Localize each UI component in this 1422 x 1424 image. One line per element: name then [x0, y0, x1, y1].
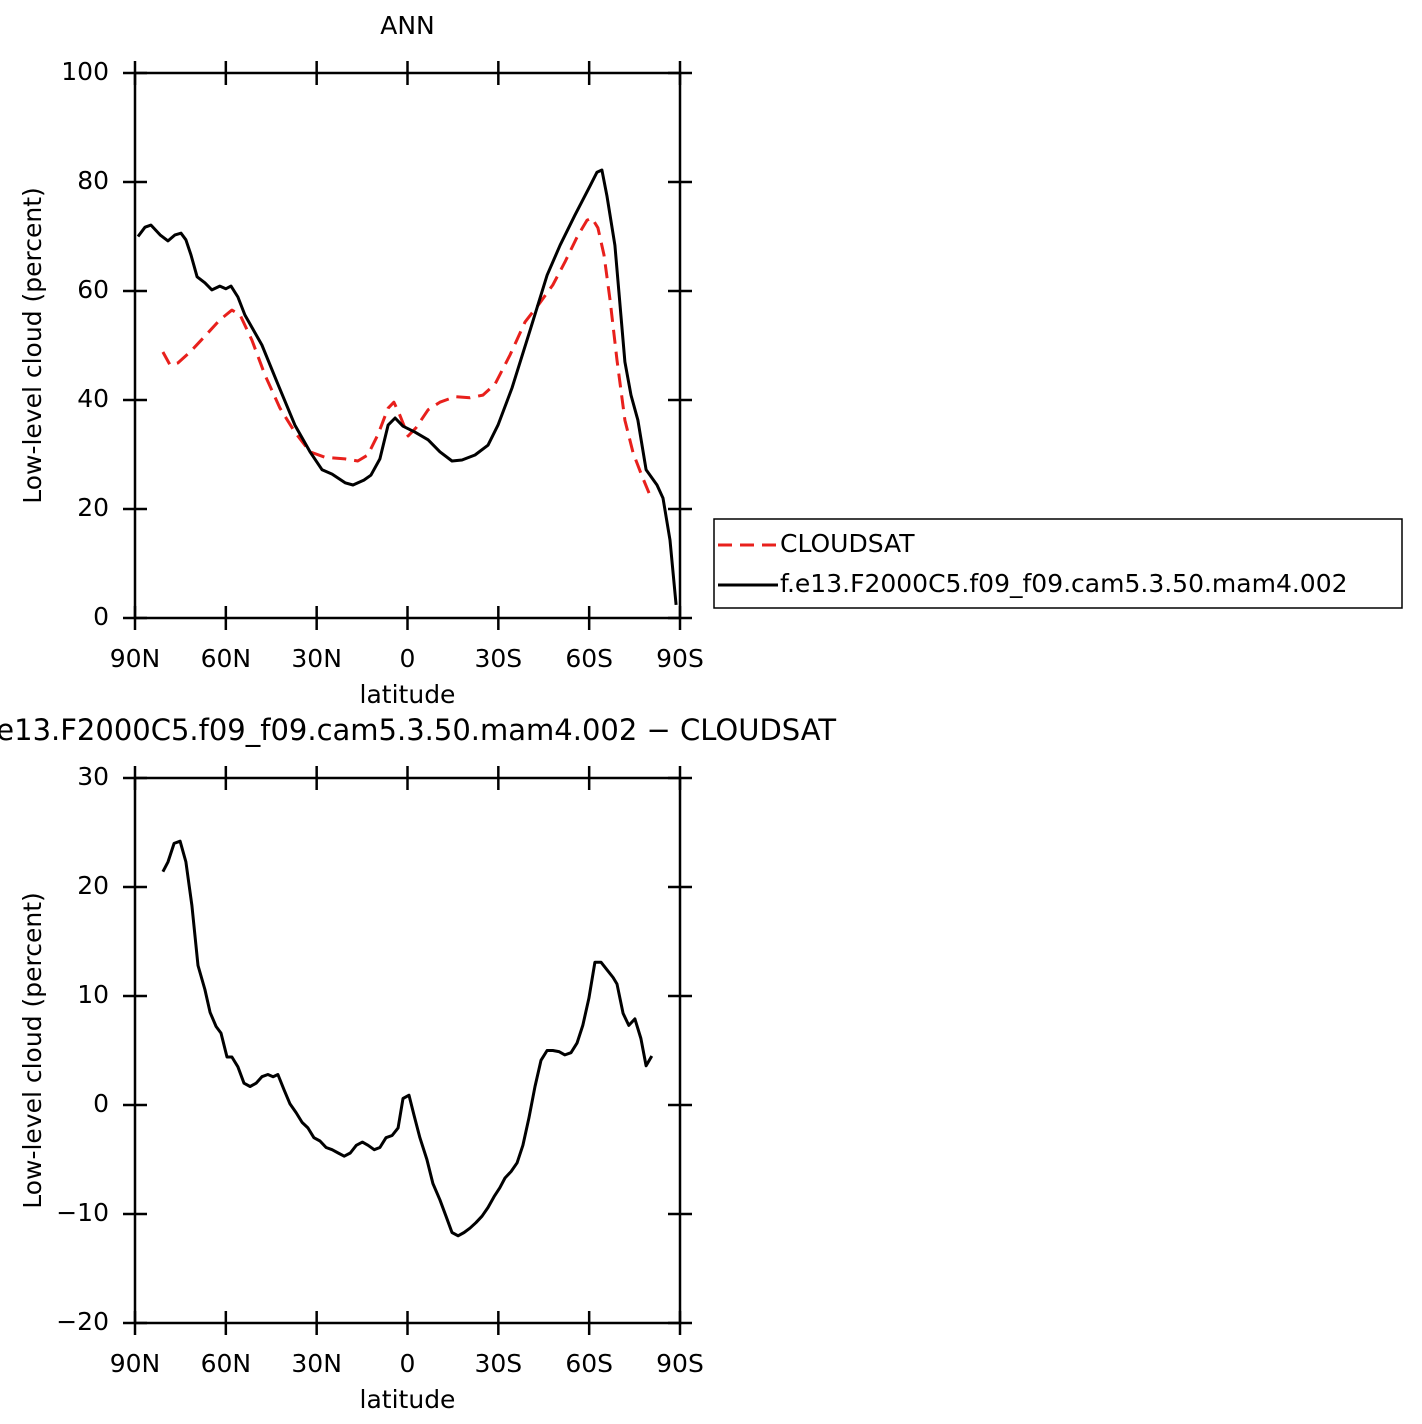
x-tick-label: 60S: [565, 1349, 613, 1378]
y-tick-label: 40: [77, 384, 109, 413]
chart-title: f.e13.F2000C5.f09_f09.cam5.3.50.mam4.002…: [0, 713, 836, 747]
y-tick-label: 100: [61, 57, 109, 86]
x-tick-label: 30N: [291, 644, 342, 673]
data-line: [136, 168, 678, 606]
x-tick-label: 0: [400, 644, 416, 673]
plot-frame: [133, 71, 682, 620]
x-tick-label: 0: [400, 1349, 416, 1378]
y-tick-label: 20: [77, 493, 109, 522]
x-axis-label: latitude: [360, 1385, 456, 1414]
y-tick-label: 60: [77, 275, 109, 304]
x-tick-label: 30N: [291, 1349, 342, 1378]
y-tick-label: 10: [77, 980, 109, 1009]
legend-label: CLOUDSAT: [780, 529, 915, 558]
x-axis-label: latitude: [360, 680, 456, 709]
y-tick-label: 0: [93, 602, 109, 631]
x-tick-label: 90N: [110, 644, 161, 673]
y-tick-label: 30: [77, 762, 109, 791]
x-tick-label: 90S: [656, 1349, 704, 1378]
y-tick-label: 80: [77, 166, 109, 195]
x-tick-label: 30S: [474, 644, 522, 673]
chart-title: ANN: [380, 11, 435, 40]
data-line: [161, 839, 654, 1238]
x-tick-label: 60N: [201, 1349, 252, 1378]
legend-label: f.e13.F2000C5.f09_f09.cam5.3.50.mam4.002: [780, 569, 1348, 598]
y-tick-label: 20: [77, 871, 109, 900]
y-axis-label: Low-level cloud (percent): [18, 187, 47, 504]
y-axis-label: Low-level cloud (percent): [18, 892, 47, 1209]
y-tick-label: −20: [56, 1307, 109, 1336]
plot-frame: [133, 776, 682, 1325]
x-tick-label: 60S: [565, 644, 613, 673]
x-tick-label: 90S: [656, 644, 704, 673]
x-tick-label: 90N: [110, 1349, 161, 1378]
y-tick-label: −10: [56, 1198, 109, 1227]
legend-box: [713, 518, 1403, 609]
x-tick-label: 60N: [201, 644, 252, 673]
data-line: [161, 216, 654, 501]
y-tick-label: 0: [93, 1089, 109, 1118]
x-tick-label: 30S: [474, 1349, 522, 1378]
